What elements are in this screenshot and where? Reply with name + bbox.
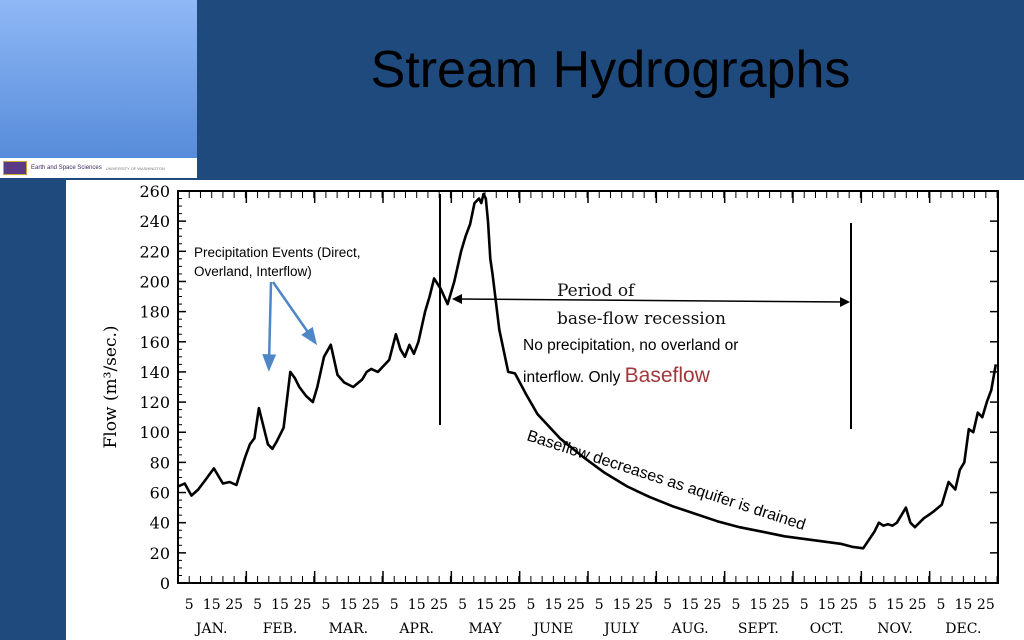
x-day-label: 25 [499,597,517,613]
x-day-label: 15 [271,597,289,613]
x-day-label: 15 [818,597,836,613]
x-day-label: 15 [203,597,221,613]
x-day-label: 25 [362,597,380,613]
logo-panel [0,0,197,178]
arrowhead-right-icon [840,297,850,307]
precip-arrow-1 [269,282,271,363]
x-day-label: 5 [731,597,740,613]
x-day-label: 15 [613,597,631,613]
y-tick-label: 220 [139,242,170,261]
only-text: interflow. Only [523,369,620,386]
x-day-label: 15 [886,597,904,613]
x-month-label: MAY [468,621,502,637]
ess-logo-icon [3,161,27,175]
x-day-label: 15 [954,597,972,613]
x-day-label: 5 [185,597,194,613]
slide-title: Stream Hydrographs [197,40,1024,100]
y-tick-label: 60 [150,484,170,503]
x-day-label: 15 [544,597,562,613]
y-tick-label: 240 [139,212,170,231]
y-tick-label: 120 [139,393,170,412]
x-month-label: FEB. [263,621,298,637]
x-day-label: 15 [476,597,494,613]
x-day-label: 25 [225,597,243,613]
x-day-label: 5 [458,597,467,613]
x-day-label: 15 [408,597,426,613]
y-axis-label: Flow (m³/sec.) [101,325,121,448]
x-day-label: 25 [977,597,995,613]
x-day-label: 25 [840,597,858,613]
x-month-label: MAR. [329,621,368,637]
recession-period-arrow [458,299,846,302]
x-day-label: 5 [390,597,399,613]
x-month-label: DEC. [945,621,981,637]
logo-text: Earth and Space Sciences [31,165,102,171]
y-tick-label: 200 [139,272,170,291]
x-month-label: JAN. [194,621,228,637]
x-day-label: 25 [772,597,790,613]
y-tick-label: 80 [150,453,170,472]
no-precip-label-line2: interflow. Only Baseflow [523,364,710,388]
x-month-label: NOV. [877,621,913,637]
y-tick-label: 140 [139,363,170,382]
x-day-label: 5 [663,597,672,613]
x-day-label: 5 [868,597,877,613]
y-tick-label: 20 [150,544,170,563]
hydrograph-figure: 0 20 40 60 80 100 120 140 160 180 200 220 240 260 Flow… [66,180,1024,640]
period-label-line1: Period of [557,281,636,301]
x-day-label: 5 [526,597,535,613]
x-day-label: 25 [704,597,722,613]
x-day-label: 15 [339,597,357,613]
x-day-label: 15 [681,597,699,613]
y-tick-label: 160 [139,333,170,352]
x-month-label: SEPT. [738,621,779,637]
period-label-line2: base-flow recession [557,309,726,329]
no-precip-label-line1: No precipitation, no overland or [523,337,738,355]
x-month-label: JULY [602,621,640,637]
y-tick-label: 180 [139,303,170,322]
precip-arrow-2 [273,282,312,338]
precip-events-label: Precipitation Events (Direct, Overland, … [194,243,399,281]
baseflow-highlight: Baseflow [625,364,710,387]
y-tick-label: 260 [139,182,170,201]
y-tick-label: 0 [160,574,170,593]
x-day-label: 5 [595,597,604,613]
x-day-label: 25 [294,597,312,613]
x-month-label: JUNE [531,621,573,637]
x-day-label: 15 [749,597,767,613]
y-tick-label: 100 [139,423,170,442]
x-month-label: APR. [398,621,434,637]
x-day-label: 5 [253,597,262,613]
x-day-label: 5 [936,597,945,613]
logo-subtext: UNIVERSITY OF WASHINGTON [106,166,165,171]
x-day-label: 25 [567,597,585,613]
x-day-label: 25 [430,597,448,613]
x-day-label: 25 [635,597,653,613]
y-tick-label: 40 [150,514,170,533]
x-month-label: OCT. [810,621,844,637]
x-day-label: 5 [321,597,330,613]
x-day-label: 5 [800,597,809,613]
x-month-label: AUG. [671,621,709,637]
x-day-label: 25 [909,597,927,613]
baseflow-decreases-label: Baseflow decreases as aquifer is drained [525,428,808,534]
arrowhead-left-icon [452,294,462,304]
logo-strip: Earth and Space Sciences UNIVERSITY OF W… [0,158,197,178]
